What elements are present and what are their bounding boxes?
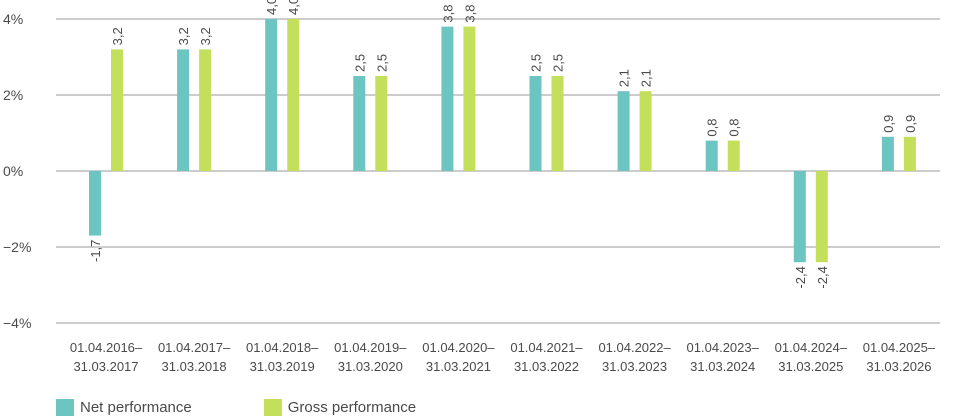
- bar-gross: [287, 19, 300, 171]
- x-tick-label: 31.03.2026: [866, 359, 931, 374]
- y-tick-label: 2%: [3, 87, 23, 103]
- x-tick-label: 01.04.2024–: [775, 340, 848, 355]
- data-label: 2,5: [551, 54, 566, 72]
- data-label: 3,2: [176, 27, 191, 45]
- bar-net: [617, 91, 630, 171]
- x-tick-label: 01.04.2023–: [687, 340, 760, 355]
- bar-gross: [815, 171, 828, 263]
- data-label: 0,8: [705, 119, 720, 137]
- bar-net: [793, 171, 806, 263]
- x-tick-label: 31.03.2024: [690, 359, 755, 374]
- x-tick-label: 01.04.2025–: [863, 340, 936, 355]
- x-tick-label: 31.03.2025: [778, 359, 843, 374]
- data-label: -1,7: [88, 240, 103, 262]
- x-tick-label: 01.04.2020–: [422, 340, 495, 355]
- bar-gross: [375, 76, 388, 171]
- data-label: 2,5: [352, 54, 367, 72]
- data-label: 2,5: [529, 54, 544, 72]
- legend-label-net: Net performance: [80, 399, 192, 416]
- bar-gross: [551, 76, 564, 171]
- bar-gross: [111, 49, 123, 171]
- bar-gross: [463, 26, 476, 171]
- bar-gross: [727, 140, 740, 171]
- data-label: 3,2: [110, 27, 125, 45]
- data-label: -2,4: [815, 266, 830, 288]
- performance-bar-chart: 4% 2% 0% −2% −4% -1,7 3,2 01.04.2016– 31.03.2017…: [3, 0, 940, 374]
- data-label: 2,1: [617, 69, 632, 87]
- bar-net: [265, 19, 278, 171]
- data-label: 2,1: [639, 69, 654, 87]
- data-label: 3,8: [440, 5, 455, 23]
- legend-swatch-gross: [263, 399, 282, 416]
- x-tick-label: 01.04.2017–: [158, 340, 231, 355]
- x-tick-label: 31.03.2021: [426, 359, 491, 374]
- data-label: 3,8: [462, 5, 477, 23]
- bar-net: [529, 76, 542, 171]
- y-tick-label: −4%: [3, 315, 31, 331]
- x-tick-label: 01.04.2018–: [246, 340, 319, 355]
- data-label: -2,4: [793, 266, 808, 288]
- x-tick-label: 01.04.2022–: [598, 340, 671, 355]
- data-label: 4,0: [286, 0, 301, 15]
- bar-net: [353, 76, 366, 171]
- x-tick-label: 01.04.2019–: [334, 340, 407, 355]
- data-label: 4,0: [264, 0, 279, 15]
- bar-gross: [903, 136, 916, 171]
- chart-legend: Net performance Gross performance: [56, 399, 416, 416]
- bar-gross: [199, 49, 212, 171]
- x-tick-label: 31.03.2023: [602, 359, 667, 374]
- data-label: 0,8: [727, 119, 742, 137]
- data-label: 0,9: [881, 115, 896, 133]
- y-tick-label: 0%: [3, 163, 23, 179]
- legend-item-net: Net performance: [56, 399, 192, 416]
- x-tick-label: 01.04.2021–: [510, 340, 583, 355]
- bar-net: [441, 26, 454, 171]
- data-label: 3,2: [198, 27, 213, 45]
- bar-net: [177, 49, 190, 171]
- legend-label-gross: Gross performance: [287, 399, 417, 416]
- legend-item-gross: Gross performance: [263, 399, 417, 416]
- bar-gross: [639, 91, 652, 171]
- legend-swatch-net: [56, 399, 74, 416]
- bar-net: [89, 171, 101, 236]
- y-tick-label: −2%: [3, 239, 31, 255]
- bar-net: [705, 140, 718, 171]
- data-label: 0,9: [903, 115, 918, 133]
- x-tick-label: 01.04.2016–: [70, 340, 143, 355]
- x-tick-label: 31.03.2018: [162, 359, 227, 374]
- bar-net: [881, 136, 894, 171]
- y-tick-label: 4%: [3, 11, 23, 27]
- x-tick-label: 31.03.2017: [73, 359, 138, 374]
- x-tick-label: 31.03.2022: [514, 359, 579, 374]
- x-tick-label: 31.03.2020: [338, 359, 403, 374]
- data-label: 2,5: [374, 54, 389, 72]
- x-tick-label: 31.03.2019: [250, 359, 315, 374]
